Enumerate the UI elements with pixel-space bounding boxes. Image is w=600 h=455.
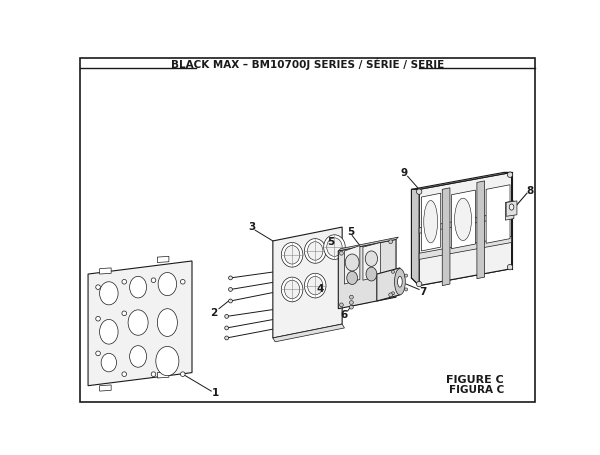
Ellipse shape — [327, 238, 342, 256]
Text: FIGURE C: FIGURE C — [446, 374, 504, 384]
Polygon shape — [486, 185, 510, 243]
Ellipse shape — [281, 243, 303, 267]
Ellipse shape — [181, 372, 185, 376]
Ellipse shape — [158, 273, 176, 296]
Ellipse shape — [128, 310, 148, 335]
Ellipse shape — [508, 264, 513, 270]
Text: 4: 4 — [317, 283, 324, 293]
Ellipse shape — [365, 251, 377, 266]
Ellipse shape — [130, 276, 146, 298]
Polygon shape — [412, 172, 512, 189]
Ellipse shape — [151, 278, 156, 283]
Ellipse shape — [340, 303, 343, 307]
Ellipse shape — [225, 314, 229, 318]
Ellipse shape — [100, 319, 118, 344]
Polygon shape — [442, 188, 450, 286]
Text: 5: 5 — [347, 228, 354, 238]
Ellipse shape — [389, 293, 392, 297]
Ellipse shape — [345, 254, 359, 271]
Ellipse shape — [395, 268, 405, 295]
Ellipse shape — [404, 288, 407, 291]
Ellipse shape — [416, 281, 422, 287]
Ellipse shape — [284, 280, 300, 298]
Ellipse shape — [347, 271, 358, 284]
Ellipse shape — [229, 299, 232, 303]
Ellipse shape — [455, 198, 472, 241]
Polygon shape — [505, 201, 514, 220]
Ellipse shape — [404, 274, 407, 277]
Ellipse shape — [349, 295, 353, 299]
Polygon shape — [477, 181, 485, 278]
Ellipse shape — [366, 267, 377, 281]
Ellipse shape — [157, 308, 178, 336]
Ellipse shape — [181, 279, 185, 284]
Polygon shape — [273, 324, 344, 342]
Ellipse shape — [122, 372, 127, 376]
Polygon shape — [273, 227, 342, 338]
Text: 5: 5 — [327, 238, 334, 248]
Polygon shape — [412, 261, 512, 286]
Polygon shape — [506, 201, 517, 216]
Polygon shape — [412, 189, 419, 286]
Ellipse shape — [389, 240, 392, 243]
Ellipse shape — [349, 301, 353, 304]
Ellipse shape — [151, 372, 156, 376]
Ellipse shape — [96, 285, 100, 289]
Text: 1: 1 — [211, 389, 219, 399]
Text: FIGURA C: FIGURA C — [449, 385, 504, 395]
Text: 7: 7 — [419, 287, 427, 297]
Ellipse shape — [122, 279, 127, 284]
Ellipse shape — [229, 288, 232, 291]
Polygon shape — [419, 211, 512, 233]
Polygon shape — [419, 172, 512, 286]
Polygon shape — [157, 256, 169, 263]
Ellipse shape — [398, 276, 402, 287]
Polygon shape — [344, 246, 360, 284]
Text: 8: 8 — [526, 186, 533, 196]
Text: 2: 2 — [210, 308, 217, 318]
Ellipse shape — [323, 235, 345, 259]
Ellipse shape — [156, 346, 179, 376]
Ellipse shape — [304, 238, 326, 263]
Text: 3: 3 — [248, 222, 256, 232]
Ellipse shape — [508, 172, 513, 177]
Ellipse shape — [96, 316, 100, 321]
Ellipse shape — [100, 282, 118, 305]
Polygon shape — [377, 268, 400, 301]
Ellipse shape — [130, 346, 146, 367]
Polygon shape — [338, 237, 398, 251]
Ellipse shape — [308, 242, 323, 260]
Ellipse shape — [225, 336, 229, 340]
Ellipse shape — [340, 251, 343, 255]
Ellipse shape — [225, 326, 229, 330]
Ellipse shape — [509, 204, 514, 210]
Ellipse shape — [308, 276, 323, 295]
Polygon shape — [451, 190, 475, 248]
Ellipse shape — [416, 189, 422, 194]
Ellipse shape — [349, 305, 353, 309]
Polygon shape — [88, 261, 192, 386]
Ellipse shape — [284, 246, 300, 264]
Ellipse shape — [229, 276, 232, 280]
Ellipse shape — [424, 201, 437, 243]
Polygon shape — [421, 193, 441, 251]
Ellipse shape — [391, 270, 395, 273]
Ellipse shape — [101, 354, 116, 372]
Text: 9: 9 — [400, 168, 407, 178]
Polygon shape — [363, 243, 380, 280]
Ellipse shape — [122, 311, 127, 316]
Polygon shape — [338, 239, 396, 308]
Text: BLACK MAX – BM10700J SERIES / SÉRIE / SERIE: BLACK MAX – BM10700J SERIES / SÉRIE / SE… — [171, 58, 444, 70]
Polygon shape — [100, 268, 111, 274]
Ellipse shape — [281, 277, 303, 302]
Ellipse shape — [304, 273, 326, 298]
Text: 6: 6 — [341, 310, 348, 320]
Polygon shape — [157, 372, 169, 378]
Ellipse shape — [96, 351, 100, 356]
Polygon shape — [419, 236, 512, 259]
Ellipse shape — [391, 292, 395, 295]
Polygon shape — [100, 385, 111, 391]
